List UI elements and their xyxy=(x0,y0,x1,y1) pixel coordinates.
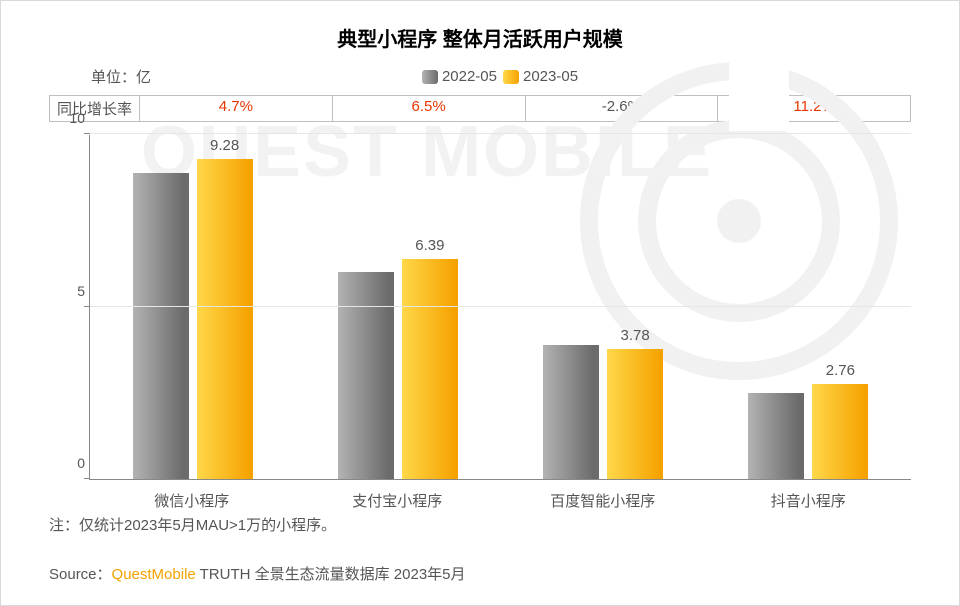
bar-series-a xyxy=(338,272,394,479)
chart-title: 典型小程序 整体月活跃用户规模 xyxy=(1,23,959,52)
grid-line xyxy=(90,306,911,307)
legend-item-series-b: 2023-05 xyxy=(503,68,578,85)
y-tick-label: 5 xyxy=(55,283,85,299)
plot-area: 9.286.393.782.76 0510 xyxy=(89,135,911,480)
bar-series-b: 9.28 xyxy=(197,159,253,479)
bar-group: 6.39 xyxy=(295,134,500,479)
legend-item-series-a: 2022-05 xyxy=(422,68,497,85)
bar-value-label: 2.76 xyxy=(826,362,855,379)
bar-chart: 9.286.393.782.76 0510 微信小程序支付宝小程序百度智能小程序… xyxy=(49,130,911,510)
source-brand: QuestMobile xyxy=(112,566,196,583)
bar-group: 3.78 xyxy=(501,134,706,479)
y-tick-label: 10 xyxy=(55,110,85,126)
x-axis-label: 抖音小程序 xyxy=(706,484,912,510)
legend-label-a: 2022-05 xyxy=(442,68,497,85)
bar-series-b: 2.76 xyxy=(812,384,868,479)
bar-group: 2.76 xyxy=(706,134,911,479)
bar-value-label: 9.28 xyxy=(210,137,239,154)
header-row: 单位：亿 2022-05 2023-05 xyxy=(91,66,909,87)
bar-series-a xyxy=(543,345,599,479)
bar-value-label: 6.39 xyxy=(415,237,444,254)
growth-cell: -2.6% xyxy=(526,96,719,121)
footnote: 注：仅统计2023年5月MAU>1万的小程序。 xyxy=(49,514,911,535)
legend-swatch-b xyxy=(503,70,519,84)
bars-container: 9.28 6.39 3.78 2.76 xyxy=(90,134,911,479)
growth-cell: 6.5% xyxy=(333,96,526,121)
bar-series-a xyxy=(748,393,804,479)
growth-table: 同比增长率 4.7%6.5%-2.6%11.2% xyxy=(49,95,911,122)
bar-series-a xyxy=(133,173,189,479)
bar-group: 9.28 xyxy=(90,134,295,479)
bar-series-b: 6.39 xyxy=(402,259,458,479)
growth-cell: 11.2% xyxy=(718,96,910,121)
legend-swatch-a xyxy=(422,70,438,84)
legend: 2022-05 2023-05 xyxy=(91,68,909,85)
bar-series-b: 3.78 xyxy=(607,349,663,479)
x-axis-labels: 微信小程序支付宝小程序百度智能小程序抖音小程序 xyxy=(89,484,911,510)
grid-line xyxy=(90,133,911,134)
y-tick-mark xyxy=(84,478,90,479)
x-axis-label: 微信小程序 xyxy=(89,484,295,510)
source-line: Source：QuestMobile TRUTH 全景生态流量数据库 2023年… xyxy=(49,563,911,584)
source-suffix: TRUTH 全景生态流量数据库 2023年5月 xyxy=(196,566,466,583)
x-axis-label: 百度智能小程序 xyxy=(500,484,706,510)
bar-value-label: 3.78 xyxy=(621,327,650,344)
y-tick-label: 0 xyxy=(55,455,85,471)
growth-cell: 4.7% xyxy=(140,96,333,121)
x-axis-label: 支付宝小程序 xyxy=(295,484,501,510)
legend-label-b: 2023-05 xyxy=(523,68,578,85)
source-prefix: Source： xyxy=(49,566,112,583)
